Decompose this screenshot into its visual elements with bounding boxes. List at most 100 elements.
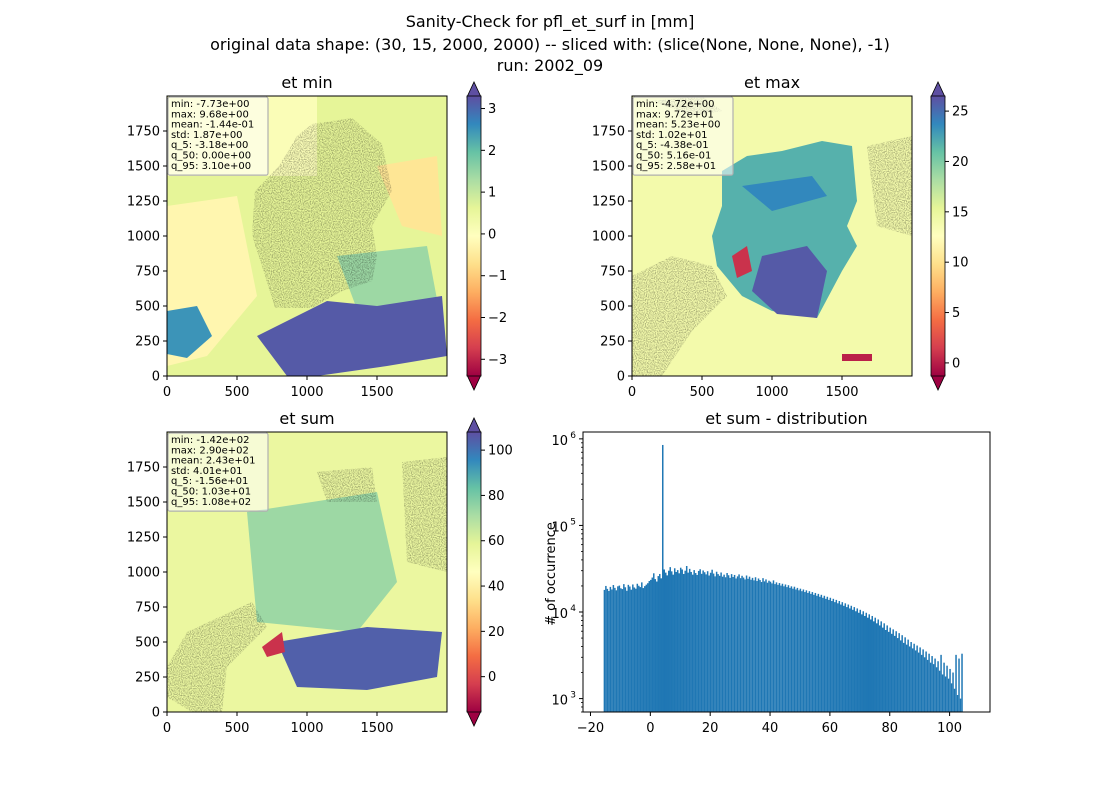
histogram-bar <box>890 633 893 712</box>
x-tick-label: 1500 <box>360 385 393 400</box>
stats-line: q_50: 0.00e+00 <box>171 151 251 162</box>
stats-line: min: -1.42e+02 <box>171 435 250 446</box>
histogram-bar <box>889 627 891 712</box>
histogram-bar <box>923 657 926 712</box>
histogram-bar <box>802 589 805 712</box>
x-tick-label: 100 <box>937 721 962 736</box>
histogram-bar <box>913 643 915 712</box>
histogram-bar <box>641 582 643 712</box>
histogram-bar <box>642 588 645 712</box>
histogram-bar <box>862 611 865 712</box>
histogram-bar <box>638 585 640 712</box>
histogram-bar <box>606 588 609 712</box>
histogram-bar <box>647 583 649 712</box>
histogram-bar <box>615 590 618 712</box>
histogram-bar <box>804 592 806 712</box>
x-tick-label: 0 <box>628 385 636 400</box>
histogram-bar <box>669 567 671 712</box>
colorbar-extend-min <box>930 374 946 391</box>
histogram-bar <box>916 645 918 712</box>
histogram-bar <box>829 597 832 712</box>
histogram-bar <box>670 571 673 712</box>
histogram-bar <box>855 611 857 712</box>
colorbar <box>466 431 482 713</box>
histogram-bar <box>693 570 695 712</box>
histogram-bar <box>774 584 776 712</box>
histogram-bar <box>878 625 881 712</box>
histogram-bar <box>937 661 939 712</box>
histogram-bar <box>624 587 627 712</box>
histogram-bar <box>813 594 815 712</box>
histogram-bar <box>687 572 689 712</box>
stats-line: min: -4.72e+00 <box>636 99 715 110</box>
y-tick-label: 1750 <box>127 125 160 140</box>
histogram-bar <box>757 578 760 712</box>
figure-suptitle-line-1: Sanity-Check for pfl_et_surf in [mm] <box>405 12 695 31</box>
histogram-bar <box>756 581 758 712</box>
histogram-bar <box>618 585 621 712</box>
histogram-bar <box>684 570 686 712</box>
y-tick-label: 1500 <box>127 160 160 175</box>
histogram-bar <box>706 571 709 712</box>
histogram-bar <box>943 662 945 712</box>
histogram-bar <box>762 578 764 712</box>
x-tick-label: 500 <box>690 385 715 400</box>
histogram-bar <box>759 580 761 712</box>
histogram-bar <box>727 575 730 712</box>
histogram-bar <box>887 631 890 712</box>
histogram-bar <box>772 580 775 712</box>
histogram-bar <box>632 584 634 712</box>
colorbar-tick-label: 80 <box>488 489 505 504</box>
map-region <box>752 246 827 318</box>
histogram-bar <box>859 609 862 712</box>
map-region <box>742 176 827 211</box>
histogram-bar <box>635 588 637 712</box>
y-tick-label: 500 <box>135 300 160 315</box>
histogram-bar <box>935 667 938 712</box>
histogram-bar <box>745 575 748 712</box>
y-axis-label: # of occurrence <box>544 522 559 626</box>
stats-line: q_95: 1.08e+02 <box>171 497 251 508</box>
histogram-bar <box>768 580 770 712</box>
histogram-bar <box>798 590 800 712</box>
histogram-bar <box>603 589 606 712</box>
y-tick-exponent: 3 <box>570 691 576 701</box>
histogram-bar <box>676 570 679 712</box>
histogram-bar <box>789 587 791 712</box>
histogram-bar <box>844 603 847 712</box>
histogram-bar <box>956 695 959 712</box>
histogram-bar <box>904 637 906 712</box>
y-tick-label: 1750 <box>592 125 625 140</box>
histogram-bar <box>605 585 607 712</box>
histogram-bar <box>790 586 793 712</box>
stats-line: q_50: 5.16e-01 <box>636 151 711 162</box>
histogram-bar <box>629 586 631 712</box>
histogram-bar <box>697 570 700 712</box>
histogram-bar <box>736 576 739 712</box>
histogram-bar <box>856 608 859 712</box>
histogram-bar <box>895 631 897 712</box>
y-tick-exponent: 6 <box>570 431 576 441</box>
histogram-bar <box>691 574 694 712</box>
colorbar-extend-min <box>466 374 482 391</box>
stats-line: mean: 5.23e+00 <box>636 120 720 131</box>
histogram-bar <box>929 662 932 712</box>
histogram-bar <box>811 592 814 712</box>
y-tick-label: 250 <box>135 671 160 686</box>
map-region <box>257 296 447 376</box>
map-region <box>632 256 727 376</box>
map-region <box>377 156 442 236</box>
heatmap-panel-1: et min 0 500 1000 1500 0 250 500 750 1000 1250 1500… <box>127 73 507 400</box>
histogram-bar <box>730 574 733 712</box>
histogram-bar <box>896 638 899 712</box>
colorbar-tick-label: 100 <box>488 444 513 459</box>
y-tick-label: 0 <box>152 706 160 721</box>
histogram-bar <box>741 575 743 712</box>
histogram-bar <box>778 583 781 712</box>
histogram-bar <box>702 570 704 712</box>
histogram-bar <box>659 573 661 712</box>
x-tick-label: −20 <box>577 721 604 736</box>
histogram-bar <box>621 589 624 712</box>
histogram-bar <box>799 588 802 712</box>
histogram-bar <box>724 577 727 712</box>
